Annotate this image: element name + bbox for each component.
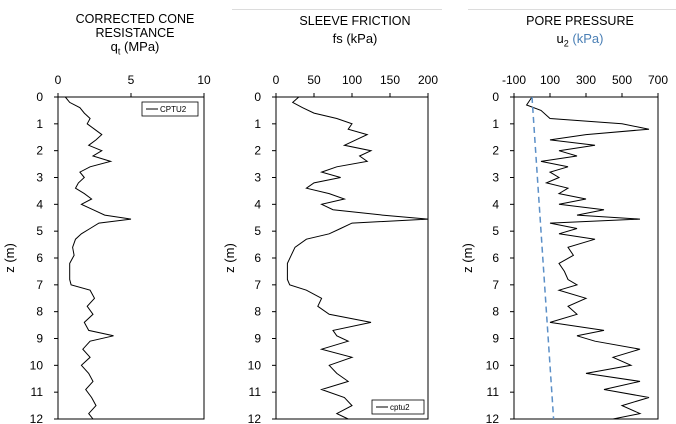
panel-1-y-tick-label: 2 [36, 144, 43, 158]
panel-2-y-tick-label: 4 [254, 197, 261, 211]
panel-3-plot-frame [514, 97, 658, 419]
panel-3-y-tick-label: 4 [492, 197, 499, 211]
panel-1-y-tick-label: 4 [36, 197, 43, 211]
panel-2-legend-label: cptu2 [390, 403, 410, 412]
panel-2-y-tick-label: 7 [254, 278, 261, 292]
panel-2-y-tick-label: 0 [254, 90, 261, 104]
panel-3-x-tick-label: -100 [502, 73, 526, 87]
panel-3-y-tick-label: 9 [492, 332, 499, 346]
panel-2-y-tick-label: 11 [249, 385, 262, 399]
panel-3-series-hydrostatic [532, 97, 554, 419]
panel-2-x-tick-label: 150 [380, 73, 400, 87]
panel-1-y-tick-label: 12 [30, 412, 44, 424]
panel-3-x-tick-label: 700 [648, 73, 668, 87]
panel-2-x-tick-label: 100 [342, 73, 362, 87]
panel-3-y-tick-label: 12 [486, 412, 500, 424]
panel-2-y-axis-label: z (m) [222, 243, 237, 273]
panel-1-y-tick-label: 11 [31, 385, 44, 399]
panel-2-x-tick-label: 50 [307, 73, 321, 87]
panel-2-y-tick-label: 6 [254, 251, 261, 265]
panel-1-y-tick-label: 0 [36, 90, 43, 104]
panel-3-y-tick-label: 3 [492, 171, 499, 185]
panel-3-y-tick-label: 2 [492, 144, 499, 158]
panel-3-y-tick-label: 10 [486, 358, 500, 372]
panel-2-x-tick-label: 0 [273, 73, 280, 87]
panel-1-y-tick-label: 5 [36, 224, 43, 238]
panel-1-legend-label: CPTU2 [160, 105, 187, 114]
panel-3-x-tick-label: 500 [612, 73, 632, 87]
panel-3-y-tick-label: 8 [492, 305, 499, 319]
panel-1-y-axis-label: z (m) [2, 243, 17, 273]
panel-2-y-tick-label: 9 [254, 332, 261, 346]
panel-1-x-tick-label: 0 [55, 73, 62, 87]
panel-1-y-tick-label: 8 [36, 305, 43, 319]
panel-2-y-tick-label: 3 [254, 171, 261, 185]
panel-3-y-tick-label: 0 [492, 90, 499, 104]
panel-1-series-CPTU2 [65, 97, 131, 419]
panel-3-x-tick-label: 300 [576, 73, 596, 87]
panel-3-y-tick-label: 7 [492, 278, 499, 292]
panel-1-x-tick-label: 10 [197, 73, 211, 87]
panel-3-y-tick-label: 11 [487, 385, 500, 399]
panel-2-y-tick-label: 8 [254, 305, 261, 319]
panel-1-y-tick-label: 9 [36, 332, 43, 346]
panel-3-y-axis-label: z (m) [460, 243, 475, 273]
panel-1-y-tick-label: 6 [36, 251, 43, 265]
panel-1-x-tick-label: 5 [128, 73, 135, 87]
panel-1-y-tick-label: 3 [36, 171, 43, 185]
panel-1-y-tick-label: 10 [30, 358, 44, 372]
panel-2-y-tick-label: 12 [248, 412, 262, 424]
panel-3-y-tick-label: 5 [492, 224, 499, 238]
panel-1-plot-frame [58, 97, 204, 419]
panel-2-y-tick-label: 5 [254, 224, 261, 238]
panel-1-y-tick-label: 7 [36, 278, 43, 292]
panel-2-y-tick-label: 1 [254, 117, 261, 131]
panel-2-series-cptu2 [287, 97, 428, 419]
panel-3-series-measured [527, 97, 649, 419]
panel-2-x-tick-label: 200 [418, 73, 438, 87]
panel-3-x-tick-label: 100 [540, 73, 560, 87]
panel-2-y-tick-label: 2 [254, 144, 261, 158]
panel-3-y-tick-label: 1 [492, 117, 499, 131]
panel-1-y-tick-label: 1 [36, 117, 43, 131]
panel-2-plot-frame [276, 97, 428, 419]
panel-3-y-tick-label: 6 [492, 251, 499, 265]
panel-2-y-tick-label: 10 [248, 358, 262, 372]
